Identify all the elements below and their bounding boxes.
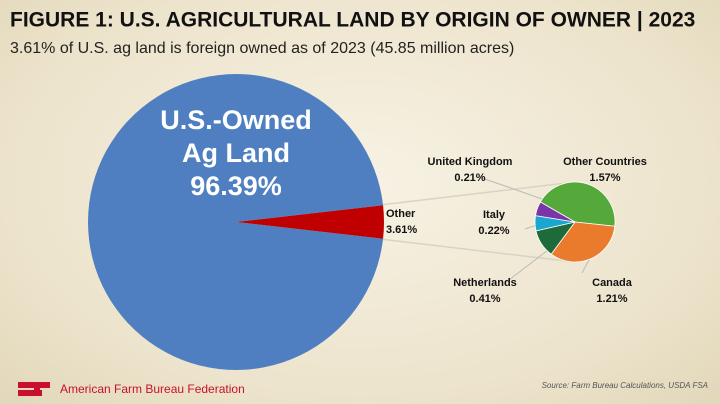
chart-title: FIGURE 1: U.S. AGRICULTURAL LAND BY ORIG… bbox=[10, 9, 695, 32]
slice-value: 3.61% bbox=[386, 224, 417, 236]
slice-category: Other bbox=[386, 208, 416, 220]
slice-category: U.S.-Owned Ag Land bbox=[160, 105, 312, 168]
slice-value: 0.22% bbox=[478, 225, 509, 237]
chart-subtitle: 3.61% of U.S. ag land is foreign owned a… bbox=[10, 40, 514, 57]
leader-line bbox=[504, 249, 549, 284]
pie-slice bbox=[539, 181, 616, 227]
pie-slice bbox=[535, 201, 576, 223]
brand: American Farm Bureau Federation bbox=[60, 382, 245, 396]
slice-category: Netherlands bbox=[453, 277, 517, 289]
slice-category: United Kingdom bbox=[428, 156, 513, 168]
slice-category: Other Countries bbox=[563, 156, 647, 168]
source: Source: Farm Bureau Calculations, USDA F… bbox=[542, 381, 708, 390]
main-slice-label: U.S.-Owned Ag Land 96.39% bbox=[146, 104, 326, 203]
leader-line bbox=[481, 177, 546, 201]
leader-line bbox=[581, 257, 591, 274]
connector bbox=[379, 238, 576, 263]
slice-value: 96.39% bbox=[190, 171, 282, 201]
slice-value: 0.21% bbox=[454, 172, 485, 184]
slice-category: Canada bbox=[592, 277, 633, 289]
slice-category: Italy bbox=[483, 209, 506, 221]
connector bbox=[379, 181, 576, 206]
slice-value: 1.57% bbox=[589, 172, 620, 184]
pie-slice bbox=[88, 73, 384, 370]
slice-value: 0.41% bbox=[469, 293, 500, 305]
pie-slice bbox=[236, 205, 385, 239]
logo bbox=[18, 382, 50, 396]
slice-value: 1.21% bbox=[596, 293, 627, 305]
pie-slice bbox=[550, 221, 616, 263]
